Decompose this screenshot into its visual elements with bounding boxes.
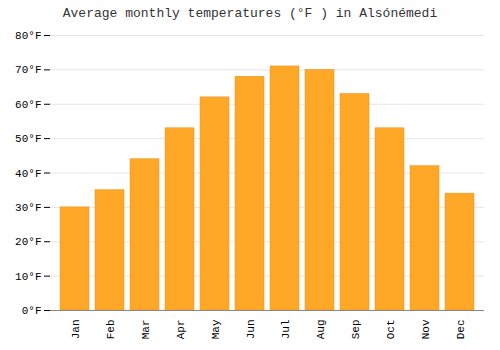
svg-text:60°F: 60°F <box>15 99 41 111</box>
svg-text:Sep: Sep <box>350 320 362 340</box>
svg-text:Dec: Dec <box>455 320 467 340</box>
svg-text:Oct: Oct <box>385 320 397 340</box>
svg-text:20°F: 20°F <box>15 236 41 248</box>
svg-text:Nov: Nov <box>420 319 432 339</box>
svg-text:Aug: Aug <box>315 320 327 340</box>
svg-text:30°F: 30°F <box>15 202 41 214</box>
svg-text:40°F: 40°F <box>15 168 41 180</box>
svg-text:0°F: 0°F <box>22 305 42 317</box>
svg-text:10°F: 10°F <box>15 271 41 283</box>
svg-text:Feb: Feb <box>105 320 117 340</box>
svg-text:80°F: 80°F <box>15 30 41 42</box>
svg-text:Mar: Mar <box>140 320 152 340</box>
html-text:Average monthly temperatures (: Average monthly temperatures (°F ) in Al… <box>62 6 438 21</box>
svg-text:May: May <box>210 319 222 339</box>
svg-text:Jan: Jan <box>70 320 82 340</box>
svg-text:70°F: 70°F <box>15 64 41 76</box>
svg-text:Apr: Apr <box>175 320 187 340</box>
svg-text:50°F: 50°F <box>15 133 41 145</box>
svg-text:Jul: Jul <box>280 320 292 340</box>
svg-text:Jun: Jun <box>245 320 257 340</box>
